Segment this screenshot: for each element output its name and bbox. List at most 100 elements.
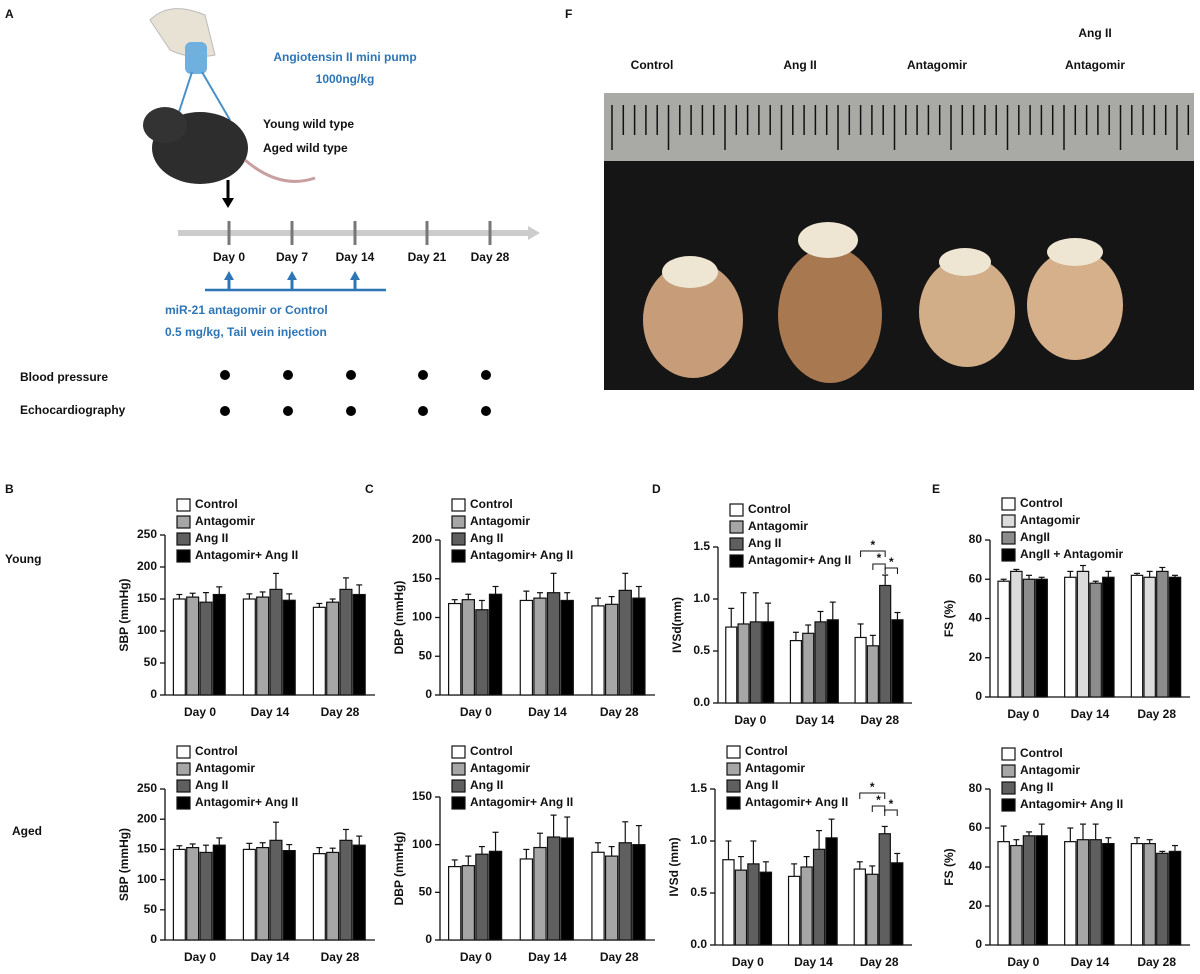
legend-label: Ang II: [470, 778, 503, 792]
bar: [352, 844, 366, 941]
bar: [1130, 574, 1144, 698]
x-tick-label: Day 0: [460, 950, 492, 964]
legend-swatch: [729, 537, 744, 551]
legend-swatch: [729, 554, 744, 568]
bar: [762, 621, 775, 704]
y-tick-label: 1.0: [690, 833, 707, 847]
legend-swatch: [451, 745, 466, 759]
y-tick-label: 100: [412, 837, 432, 851]
legend-swatch: [451, 762, 466, 776]
bar: [546, 592, 561, 696]
y-tick-label: 150: [137, 591, 157, 605]
x-tick-label: Day 28: [860, 713, 899, 727]
y-tick-label: 100: [137, 872, 157, 886]
bar: [172, 598, 186, 696]
dot: [220, 406, 230, 416]
dot: [346, 370, 356, 380]
injection-arrow-head: [287, 271, 297, 280]
bar: [269, 588, 283, 696]
x-tick-label: Day 28: [1137, 955, 1176, 969]
legend-label: Control: [748, 502, 791, 516]
bar: [326, 851, 340, 941]
x-tick-label: Day 28: [600, 705, 639, 719]
bar: [618, 842, 632, 941]
y-tick-label: 50: [419, 885, 433, 899]
bar: [1010, 570, 1023, 698]
photo-label: Ang II: [1078, 26, 1111, 40]
legend-swatch: [729, 503, 744, 517]
y-tick-label: 150: [412, 571, 432, 585]
dot: [220, 370, 230, 380]
y-axis-label: DBP (mmHg): [392, 581, 406, 655]
sig-star: *: [889, 797, 894, 811]
bar: [853, 868, 866, 946]
legend-label: Ang II: [1020, 780, 1053, 794]
legend-label: Ang II: [470, 531, 503, 545]
x-tick-label: Day 28: [860, 955, 899, 969]
bar: [488, 850, 503, 941]
bar: [461, 599, 476, 696]
y-tick-label: 80: [969, 781, 983, 795]
injection-arrow-head: [350, 271, 360, 280]
sig-star: *: [871, 538, 876, 552]
panel-letter: F: [565, 7, 572, 21]
bar: [1035, 578, 1048, 698]
bar: [787, 875, 801, 946]
legend-label: Antagomir: [1020, 513, 1080, 527]
photo-label: Ang II: [783, 58, 816, 72]
bar: [725, 626, 738, 704]
y-axis-label: IVSd (mm): [667, 837, 681, 896]
legend-label: Antagomir: [745, 761, 805, 775]
injection-label: miR-21 antagomir or Control: [165, 303, 328, 317]
y-tick-label: 0.0: [690, 937, 707, 951]
bar: [461, 865, 476, 941]
bar: [632, 597, 646, 696]
vessels: [798, 222, 858, 258]
y-tick-label: 0: [975, 937, 982, 951]
timeline-head: [528, 226, 540, 240]
bar: [802, 632, 815, 704]
y-tick-label: 1.5: [690, 781, 707, 795]
legend-swatch: [726, 762, 741, 776]
y-tick-label: 1.5: [693, 539, 710, 553]
bar: [632, 844, 646, 941]
legend-label: Antagomir+ Ang II: [748, 553, 851, 567]
bar: [212, 844, 226, 941]
legend-label: Antagomir+ Ang II: [745, 795, 848, 809]
y-tick-label: 0.5: [690, 885, 707, 899]
bar: [866, 873, 879, 946]
legend-swatch: [1001, 747, 1016, 761]
legend-label: Antagomir: [195, 761, 255, 775]
bar: [242, 598, 256, 696]
y-tick-label: 0.5: [693, 643, 710, 657]
y-tick-label: 0: [425, 932, 432, 946]
bar: [352, 593, 366, 696]
bar: [1022, 578, 1036, 698]
legend-label: Ang II: [195, 531, 228, 545]
bar: [1156, 852, 1169, 946]
bar: [997, 841, 1010, 946]
pump: [185, 42, 207, 74]
day-label: Day 7: [276, 250, 308, 264]
y-tick-label: 0.0: [693, 695, 710, 709]
y-tick-label: 0: [975, 689, 982, 703]
bar: [560, 837, 574, 941]
legend-label: Antagomir: [748, 519, 808, 533]
dot: [346, 406, 356, 416]
photo: [604, 93, 1194, 390]
legend-label: Control: [195, 744, 238, 758]
y-axis-label: IVSd(mm): [670, 597, 684, 653]
bar: [1035, 835, 1048, 946]
bar: [199, 851, 213, 941]
bar: [186, 846, 200, 941]
y-tick-label: 60: [969, 571, 983, 585]
y-tick-label: 40: [969, 611, 983, 625]
y-tick-label: 80: [969, 532, 983, 546]
x-tick-label: Day 0: [1007, 707, 1039, 721]
dot: [283, 406, 293, 416]
y-tick-label: 150: [137, 842, 157, 856]
y-tick-label: 50: [144, 902, 158, 916]
photo-label: Control: [631, 58, 674, 72]
y-tick-label: 50: [144, 655, 158, 669]
day-label: Day 28: [471, 250, 510, 264]
